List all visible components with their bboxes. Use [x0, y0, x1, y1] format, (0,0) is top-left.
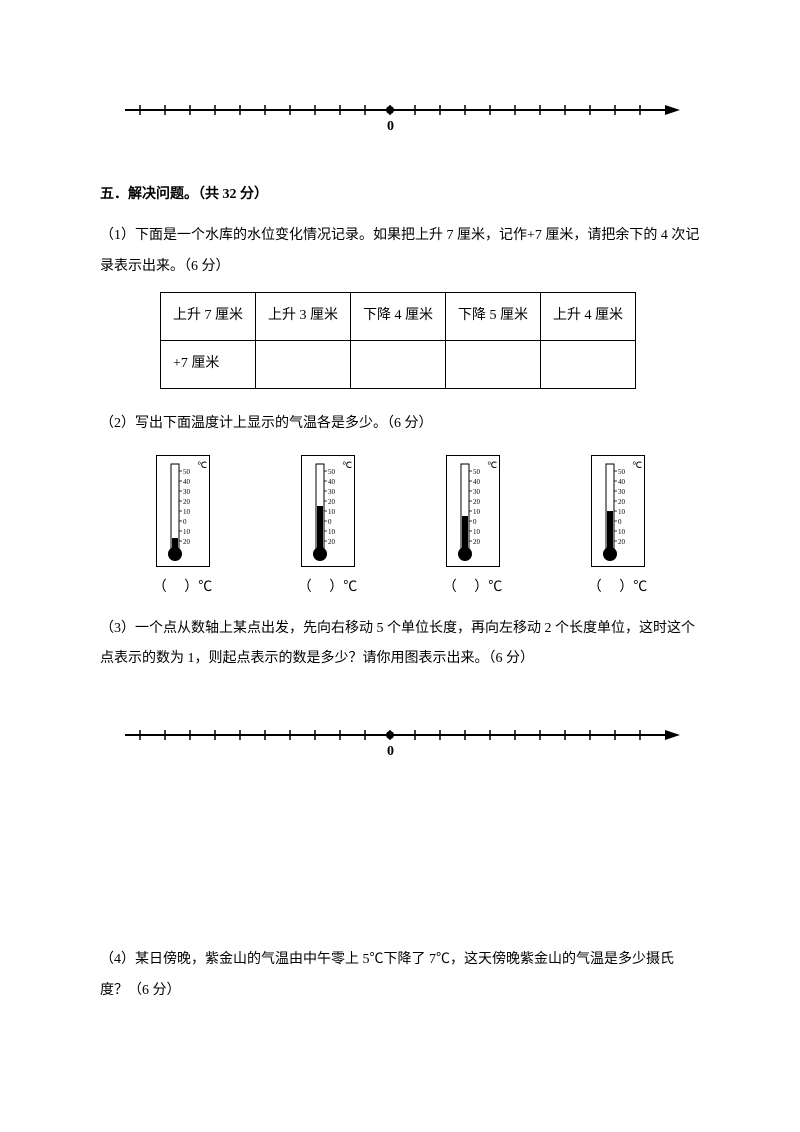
svg-text:10: 10	[328, 528, 336, 536]
number-line-q3: 0	[120, 715, 680, 755]
table-cell: 下降 5 厘米	[446, 293, 541, 341]
svg-text:10: 10	[473, 508, 481, 516]
svg-text:20: 20	[473, 498, 481, 506]
thermometer-3: ℃ 50 40 30 20 10 0 10 20	[413, 455, 533, 604]
svg-text:10: 10	[618, 528, 626, 536]
svg-text:℃: ℃	[632, 460, 642, 470]
svg-text:40: 40	[183, 478, 191, 486]
thermometer-4: ℃ 50 40 30 20 10 0 10 20	[558, 455, 678, 604]
table-cell	[446, 341, 541, 389]
thermo-blank-4: （ ）℃	[558, 573, 678, 604]
number-line-svg: 0	[120, 90, 680, 140]
q4-text: （4）某日傍晚，紫金山的气温由中午零上 5℃下降了 7℃，这天傍晚紫金山的气温是…	[100, 945, 700, 1007]
svg-text:℃: ℃	[342, 460, 352, 470]
water-level-table: 上升 7 厘米 上升 3 厘米 下降 4 厘米 下降 5 厘米 上升 4 厘米 …	[160, 292, 636, 389]
svg-text:0: 0	[618, 518, 622, 526]
svg-text:50: 50	[473, 468, 481, 476]
svg-text:10: 10	[618, 508, 626, 516]
table-cell: 上升 4 厘米	[541, 293, 636, 341]
number-line-top: 0	[120, 90, 680, 130]
svg-text:40: 40	[618, 478, 626, 486]
thermometer-2: ℃ 50 40 30 20 10 0 10 20	[268, 455, 388, 604]
svg-text:50: 50	[328, 468, 336, 476]
table-row: 上升 7 厘米 上升 3 厘米 下降 4 厘米 下降 5 厘米 上升 4 厘米	[161, 293, 636, 341]
svg-text:0: 0	[183, 518, 187, 526]
svg-text:20: 20	[328, 498, 336, 506]
svg-text:20: 20	[473, 538, 481, 546]
svg-text:10: 10	[473, 528, 481, 536]
svg-text:50: 50	[183, 468, 191, 476]
table-cell: 下降 4 厘米	[351, 293, 446, 341]
table-cell	[541, 341, 636, 389]
svg-text:℃: ℃	[487, 460, 497, 470]
q3-text: （3）一个点从数轴上某点出发，先向右移动 5 个单位长度，再向左移动 2 个长度…	[100, 614, 700, 676]
svg-text:20: 20	[618, 538, 626, 546]
svg-text:20: 20	[618, 498, 626, 506]
table-row: +7 厘米	[161, 341, 636, 389]
thermometer-row: ℃ 50 40 30 20 10 0 10 20	[110, 455, 690, 604]
thermo-blank-1: （ ）℃	[123, 573, 243, 604]
svg-text:0: 0	[328, 518, 332, 526]
svg-text:0: 0	[473, 518, 477, 526]
svg-text:10: 10	[183, 528, 191, 536]
svg-text:10: 10	[183, 508, 191, 516]
table-cell	[256, 341, 351, 389]
svg-text:40: 40	[473, 478, 481, 486]
svg-text:30: 30	[618, 488, 626, 496]
thermo-blank-3: （ ）℃	[413, 573, 533, 604]
svg-text:50: 50	[618, 468, 626, 476]
table-cell: +7 厘米	[161, 341, 256, 389]
table-cell: 上升 3 厘米	[256, 293, 351, 341]
svg-text:20: 20	[183, 538, 191, 546]
svg-text:30: 30	[473, 488, 481, 496]
q2-text: （2）写出下面温度计上显示的气温各是多少。（6 分）	[100, 409, 700, 440]
section-5-title: 五．解决问题。（共 32 分）	[100, 180, 700, 211]
zero-label: 0	[387, 119, 394, 134]
svg-text:20: 20	[328, 538, 336, 546]
svg-text:10: 10	[328, 508, 336, 516]
thermometer-1: ℃ 50 40 30 20 10 0 10 20	[123, 455, 243, 604]
svg-text:30: 30	[183, 488, 191, 496]
q1-text: （1）下面是一个水库的水位变化情况记录。如果把上升 7 厘米，记作+7 厘米，请…	[100, 221, 700, 283]
table-cell: 上升 7 厘米	[161, 293, 256, 341]
svg-text:℃: ℃	[197, 460, 207, 470]
number-line-svg-2: 0	[120, 715, 680, 765]
svg-text:0: 0	[387, 744, 394, 759]
thermo-blank-2: （ ）℃	[268, 573, 388, 604]
svg-text:30: 30	[328, 488, 336, 496]
table-cell	[351, 341, 446, 389]
svg-text:40: 40	[328, 478, 336, 486]
svg-text:20: 20	[183, 498, 191, 506]
